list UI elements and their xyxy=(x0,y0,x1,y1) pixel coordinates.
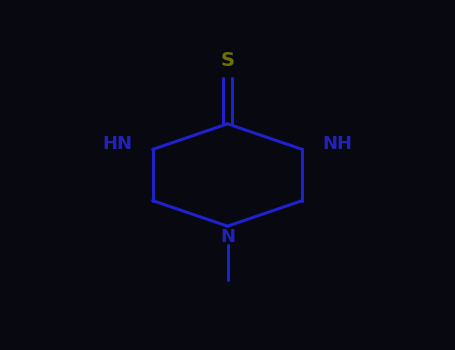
Text: HN: HN xyxy=(102,135,132,153)
Text: S: S xyxy=(221,51,234,70)
Text: NH: NH xyxy=(323,135,353,153)
Text: N: N xyxy=(220,228,235,246)
